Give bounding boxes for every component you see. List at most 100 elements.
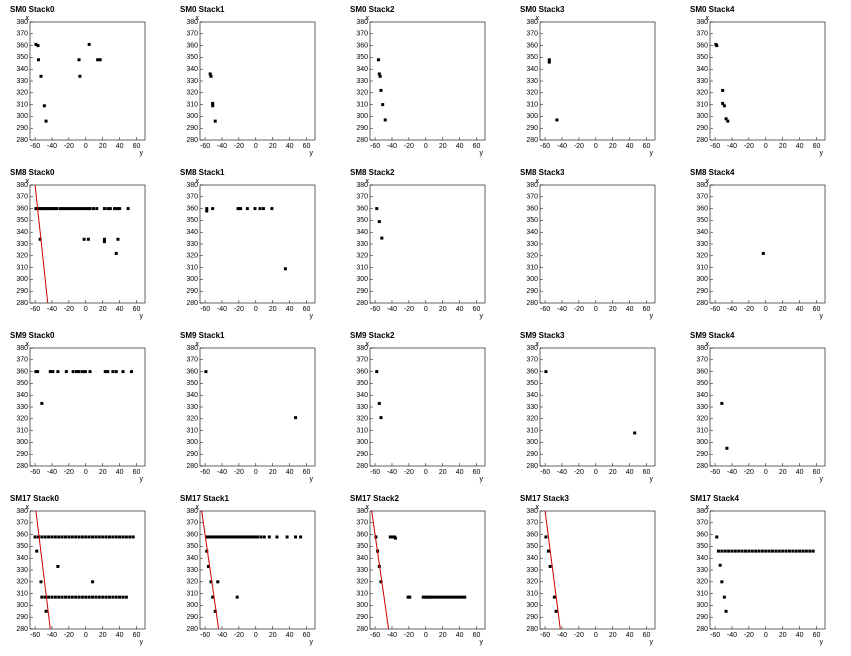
y-tick-label: 280: [526, 463, 538, 470]
x-tick-label: -60: [370, 143, 380, 150]
y-tick-label: 300: [16, 439, 28, 446]
point: [445, 595, 449, 599]
point: [715, 535, 719, 539]
point: [58, 207, 62, 211]
y-axis-label: x: [366, 504, 370, 511]
y-tick-label: 280: [356, 137, 368, 144]
y-axis-label: x: [366, 341, 370, 348]
point: [209, 74, 213, 78]
panel: SM9 Stack0 -60 -40 -20 0 20 40 60 280 290 300 310 32…: [10, 331, 146, 483]
x-tick-label: -40: [47, 143, 57, 150]
y-tick-label: 340: [356, 229, 368, 236]
point: [34, 370, 38, 374]
panel: SM8 Stack2 -60 -40 -20 0 20 40 60 280 290 300 310 32…: [350, 168, 486, 320]
point: [754, 549, 758, 553]
point: [442, 595, 446, 599]
y-tick-label: 280: [16, 463, 28, 470]
point: [379, 88, 383, 92]
x-tick-label: 0: [84, 143, 88, 150]
point: [81, 207, 85, 211]
point: [426, 595, 430, 599]
point: [34, 42, 38, 46]
y-tick-label: 300: [186, 113, 198, 120]
point: [106, 370, 110, 374]
x-tick-label: 20: [439, 632, 447, 639]
point: [724, 609, 728, 613]
y-tick-label: 290: [356, 451, 368, 458]
y-tick-label: 380: [186, 19, 198, 26]
y-tick-label: 350: [186, 54, 198, 61]
point: [36, 58, 40, 62]
y-tick-label: 370: [696, 520, 708, 527]
point: [102, 240, 106, 244]
x-tick-label: 40: [116, 306, 124, 313]
x-tick-label: 0: [84, 632, 88, 639]
point: [213, 609, 217, 613]
point: [747, 549, 751, 553]
point: [98, 58, 102, 62]
point: [67, 535, 71, 539]
point: [554, 609, 558, 613]
y-tick-label: 300: [16, 276, 28, 283]
x-tick-label: 40: [286, 143, 294, 150]
y-tick-label: 330: [16, 567, 28, 574]
point: [84, 535, 88, 539]
y-tick-label: 380: [696, 508, 708, 515]
point: [60, 595, 64, 599]
point: [64, 370, 68, 374]
fit-line: [544, 511, 561, 629]
x-tick-label: -60: [200, 469, 210, 476]
y-tick-label: 310: [16, 264, 28, 271]
y-tick-label: 330: [356, 78, 368, 85]
y-tick-label: 300: [356, 439, 368, 446]
point: [283, 267, 287, 271]
panel: SM9 Stack3 -60 -40 -20 0 20 40 60 280 290 300 310 32…: [520, 331, 656, 483]
point: [423, 595, 427, 599]
y-tick-label: 300: [356, 276, 368, 283]
y-tick-label: 300: [526, 113, 538, 120]
y-tick-label: 280: [526, 300, 538, 307]
y-tick-label: 380: [526, 182, 538, 189]
point: [116, 237, 120, 241]
point: [87, 595, 91, 599]
y-tick-label: 300: [356, 113, 368, 120]
y-tick-label: 360: [526, 205, 538, 212]
x-axis-label: y: [140, 476, 144, 483]
y-tick-label: 330: [696, 404, 708, 411]
point: [37, 207, 41, 211]
point: [96, 58, 100, 62]
y-tick-label: 370: [186, 520, 198, 527]
x-tick-label: -60: [540, 143, 550, 150]
plot-frame: [199, 510, 316, 630]
y-tick-label: 340: [186, 66, 198, 73]
point: [240, 535, 244, 539]
y-axis-label: x: [706, 15, 710, 22]
y-tick-label: 340: [526, 66, 538, 73]
y-tick-label: 280: [356, 463, 368, 470]
y-tick-label: 330: [526, 567, 538, 574]
point: [44, 207, 48, 211]
y-tick-label: 360: [186, 531, 198, 538]
x-tick-label: 20: [99, 632, 107, 639]
y-tick-label: 290: [696, 288, 708, 295]
panel-title: SM0 Stack2: [350, 5, 395, 14]
x-tick-label: 0: [424, 143, 428, 150]
point: [71, 207, 75, 211]
x-tick-label: 60: [303, 306, 311, 313]
y-axis-label: x: [366, 178, 370, 185]
point: [88, 370, 92, 374]
point: [547, 58, 551, 62]
y-tick-label: 350: [186, 217, 198, 224]
y-tick-label: 360: [186, 42, 198, 49]
y-tick-label: 320: [356, 579, 368, 586]
point: [80, 595, 84, 599]
point: [91, 595, 95, 599]
y-tick-label: 290: [186, 125, 198, 132]
y-tick-label: 290: [356, 125, 368, 132]
point: [118, 595, 122, 599]
point: [211, 104, 215, 108]
plot-frame: [539, 184, 656, 304]
plot-frame: [369, 184, 486, 304]
y-tick-label: 380: [356, 508, 368, 515]
y-tick-label: 290: [526, 288, 538, 295]
